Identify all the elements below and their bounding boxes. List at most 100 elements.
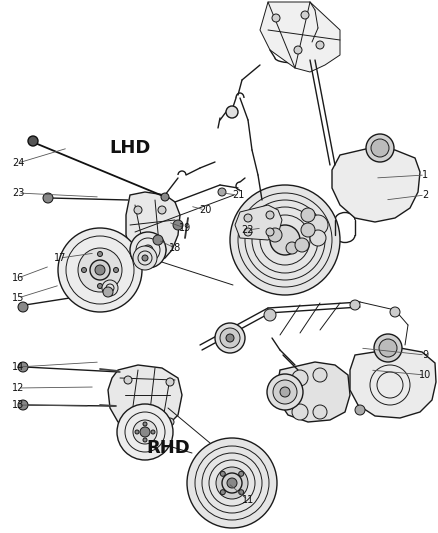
Circle shape: [239, 471, 244, 477]
Circle shape: [187, 438, 277, 528]
Circle shape: [151, 430, 155, 434]
Circle shape: [153, 235, 163, 245]
Text: 15: 15: [12, 293, 24, 303]
Circle shape: [273, 380, 297, 404]
Circle shape: [267, 374, 303, 410]
Circle shape: [280, 387, 290, 397]
Circle shape: [301, 223, 315, 237]
Circle shape: [244, 228, 252, 236]
Circle shape: [90, 260, 110, 280]
Circle shape: [292, 370, 308, 386]
Circle shape: [390, 307, 400, 317]
Circle shape: [220, 490, 225, 495]
Circle shape: [366, 134, 394, 162]
Circle shape: [18, 400, 28, 410]
Circle shape: [230, 185, 340, 295]
Text: 21: 21: [232, 190, 244, 200]
Circle shape: [143, 422, 147, 426]
Circle shape: [270, 225, 300, 255]
Circle shape: [301, 208, 315, 222]
Polygon shape: [350, 348, 436, 418]
Circle shape: [292, 404, 308, 420]
Circle shape: [28, 136, 38, 146]
Text: 2: 2: [422, 190, 428, 200]
Text: 22: 22: [242, 225, 254, 235]
Circle shape: [18, 362, 28, 372]
Text: 20: 20: [199, 205, 211, 215]
Circle shape: [220, 328, 240, 348]
Circle shape: [266, 211, 274, 219]
Circle shape: [316, 41, 324, 49]
Circle shape: [374, 334, 402, 362]
Circle shape: [218, 188, 226, 196]
Text: 13: 13: [12, 400, 24, 410]
Text: LHD: LHD: [110, 139, 151, 157]
Circle shape: [220, 471, 225, 477]
Circle shape: [98, 284, 102, 288]
Circle shape: [98, 252, 102, 256]
Circle shape: [158, 206, 166, 214]
Circle shape: [103, 287, 113, 297]
Text: 14: 14: [12, 362, 24, 372]
Circle shape: [264, 309, 276, 321]
Circle shape: [350, 300, 360, 310]
Circle shape: [313, 405, 327, 419]
Circle shape: [142, 255, 148, 261]
Polygon shape: [235, 205, 282, 240]
Polygon shape: [278, 362, 350, 422]
Circle shape: [294, 46, 302, 54]
Circle shape: [226, 334, 234, 342]
Text: 10: 10: [419, 370, 431, 380]
Circle shape: [158, 246, 166, 254]
Circle shape: [113, 268, 119, 272]
Polygon shape: [126, 192, 180, 262]
Circle shape: [81, 268, 86, 272]
Circle shape: [379, 339, 397, 357]
Circle shape: [130, 232, 166, 268]
Circle shape: [161, 193, 169, 201]
Circle shape: [308, 215, 328, 235]
Circle shape: [58, 228, 142, 312]
Circle shape: [371, 139, 389, 157]
Text: 18: 18: [169, 243, 181, 253]
Circle shape: [226, 106, 238, 118]
Circle shape: [173, 220, 183, 230]
Polygon shape: [260, 2, 340, 72]
Circle shape: [216, 467, 248, 499]
Circle shape: [133, 246, 157, 270]
Circle shape: [143, 438, 147, 442]
Circle shape: [286, 242, 298, 254]
Circle shape: [134, 206, 142, 214]
Circle shape: [215, 323, 245, 353]
Circle shape: [102, 280, 118, 296]
Text: 19: 19: [179, 223, 191, 233]
Circle shape: [166, 378, 174, 386]
Circle shape: [227, 478, 237, 488]
Circle shape: [117, 404, 173, 460]
Circle shape: [124, 376, 132, 384]
Circle shape: [301, 11, 309, 19]
Circle shape: [166, 418, 174, 426]
Circle shape: [222, 473, 242, 493]
Circle shape: [239, 490, 244, 495]
Text: 17: 17: [54, 253, 66, 263]
Circle shape: [295, 238, 309, 252]
Circle shape: [18, 302, 28, 312]
Text: 12: 12: [12, 383, 24, 393]
Circle shape: [355, 405, 365, 415]
Circle shape: [135, 430, 139, 434]
Text: 9: 9: [422, 350, 428, 360]
Circle shape: [43, 193, 53, 203]
Polygon shape: [108, 365, 182, 430]
Circle shape: [310, 230, 326, 246]
Text: 16: 16: [12, 273, 24, 283]
Circle shape: [272, 14, 280, 22]
Circle shape: [140, 427, 150, 437]
Circle shape: [266, 228, 274, 236]
Circle shape: [95, 265, 105, 275]
Circle shape: [268, 228, 282, 242]
Circle shape: [134, 244, 142, 252]
Text: 1: 1: [422, 170, 428, 180]
Text: 24: 24: [12, 158, 24, 168]
Circle shape: [313, 368, 327, 382]
